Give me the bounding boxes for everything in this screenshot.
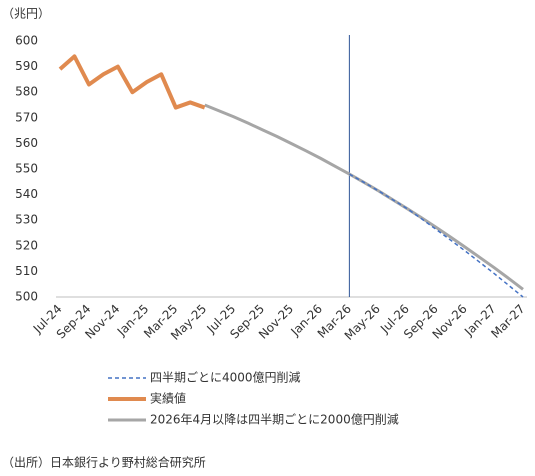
y-unit-label: （兆円） xyxy=(2,7,50,21)
series-line xyxy=(204,103,524,291)
y-tick-label: 600 xyxy=(15,34,38,48)
legend-label: 四半期ごとに4000億円削減 xyxy=(150,370,301,385)
legend-label: 2026年4月以降は四半期ごとに2000億円削減 xyxy=(150,412,399,427)
y-tick-label: 580 xyxy=(15,85,38,99)
y-tick-label: 530 xyxy=(15,213,38,227)
y-tick-label: 590 xyxy=(15,59,38,73)
y-tick-label: 520 xyxy=(15,238,38,252)
legend-label: 実績値 xyxy=(150,391,186,406)
y-tick-label: 560 xyxy=(15,136,38,150)
y-tick-label: 570 xyxy=(15,110,38,124)
series-line xyxy=(349,173,524,298)
source-note: （出所）日本銀行より野村総合研究所 xyxy=(2,455,206,470)
series-line xyxy=(58,54,206,110)
y-tick-label: 510 xyxy=(15,264,38,278)
y-tick-label: 500 xyxy=(15,290,38,304)
y-tick-label: 550 xyxy=(15,162,38,176)
y-tick-label: 540 xyxy=(15,187,38,201)
